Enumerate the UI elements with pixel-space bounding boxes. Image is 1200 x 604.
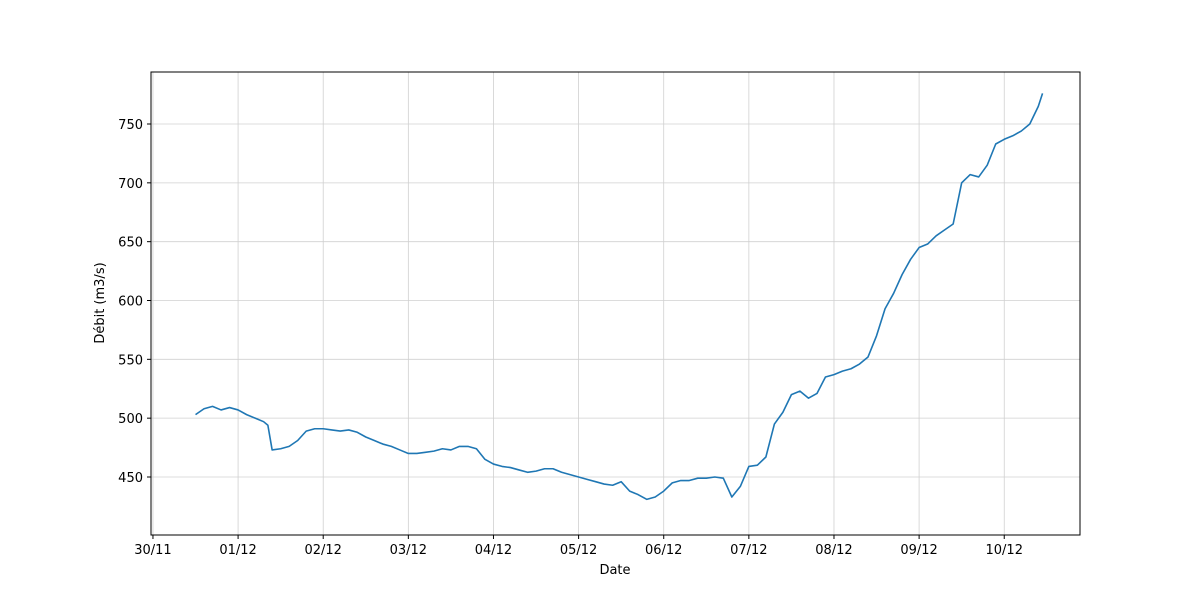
data-line: [195, 93, 1044, 501]
y-tick-label: 550: [118, 353, 143, 368]
x-tick-label: 02/12: [304, 543, 341, 558]
x-tick-label: 10/12: [986, 543, 1023, 558]
x-tick-label: 08/12: [815, 543, 852, 558]
y-tick-label: 750: [118, 118, 143, 133]
y-tick-label: 450: [118, 471, 143, 486]
x-tick-label: 09/12: [900, 543, 937, 558]
plot-frame: [150, 71, 1081, 536]
x-tick-label: 06/12: [645, 543, 682, 558]
x-axis-label: Date: [599, 563, 630, 578]
x-tick-label: 04/12: [475, 543, 512, 558]
x-tick-label: 01/12: [219, 543, 256, 558]
y-axis-label: Débit (m3/s): [93, 262, 108, 343]
x-tick-label: 30/11: [134, 543, 171, 558]
x-tick-label: 03/12: [390, 543, 427, 558]
y-tick-label: 600: [118, 294, 143, 309]
x-tick-label: 05/12: [560, 543, 597, 558]
y-tick-label: 650: [118, 236, 143, 251]
y-tick-label: 500: [118, 412, 143, 427]
x-tick-label: 07/12: [730, 543, 767, 558]
y-tick-label: 700: [118, 177, 143, 192]
